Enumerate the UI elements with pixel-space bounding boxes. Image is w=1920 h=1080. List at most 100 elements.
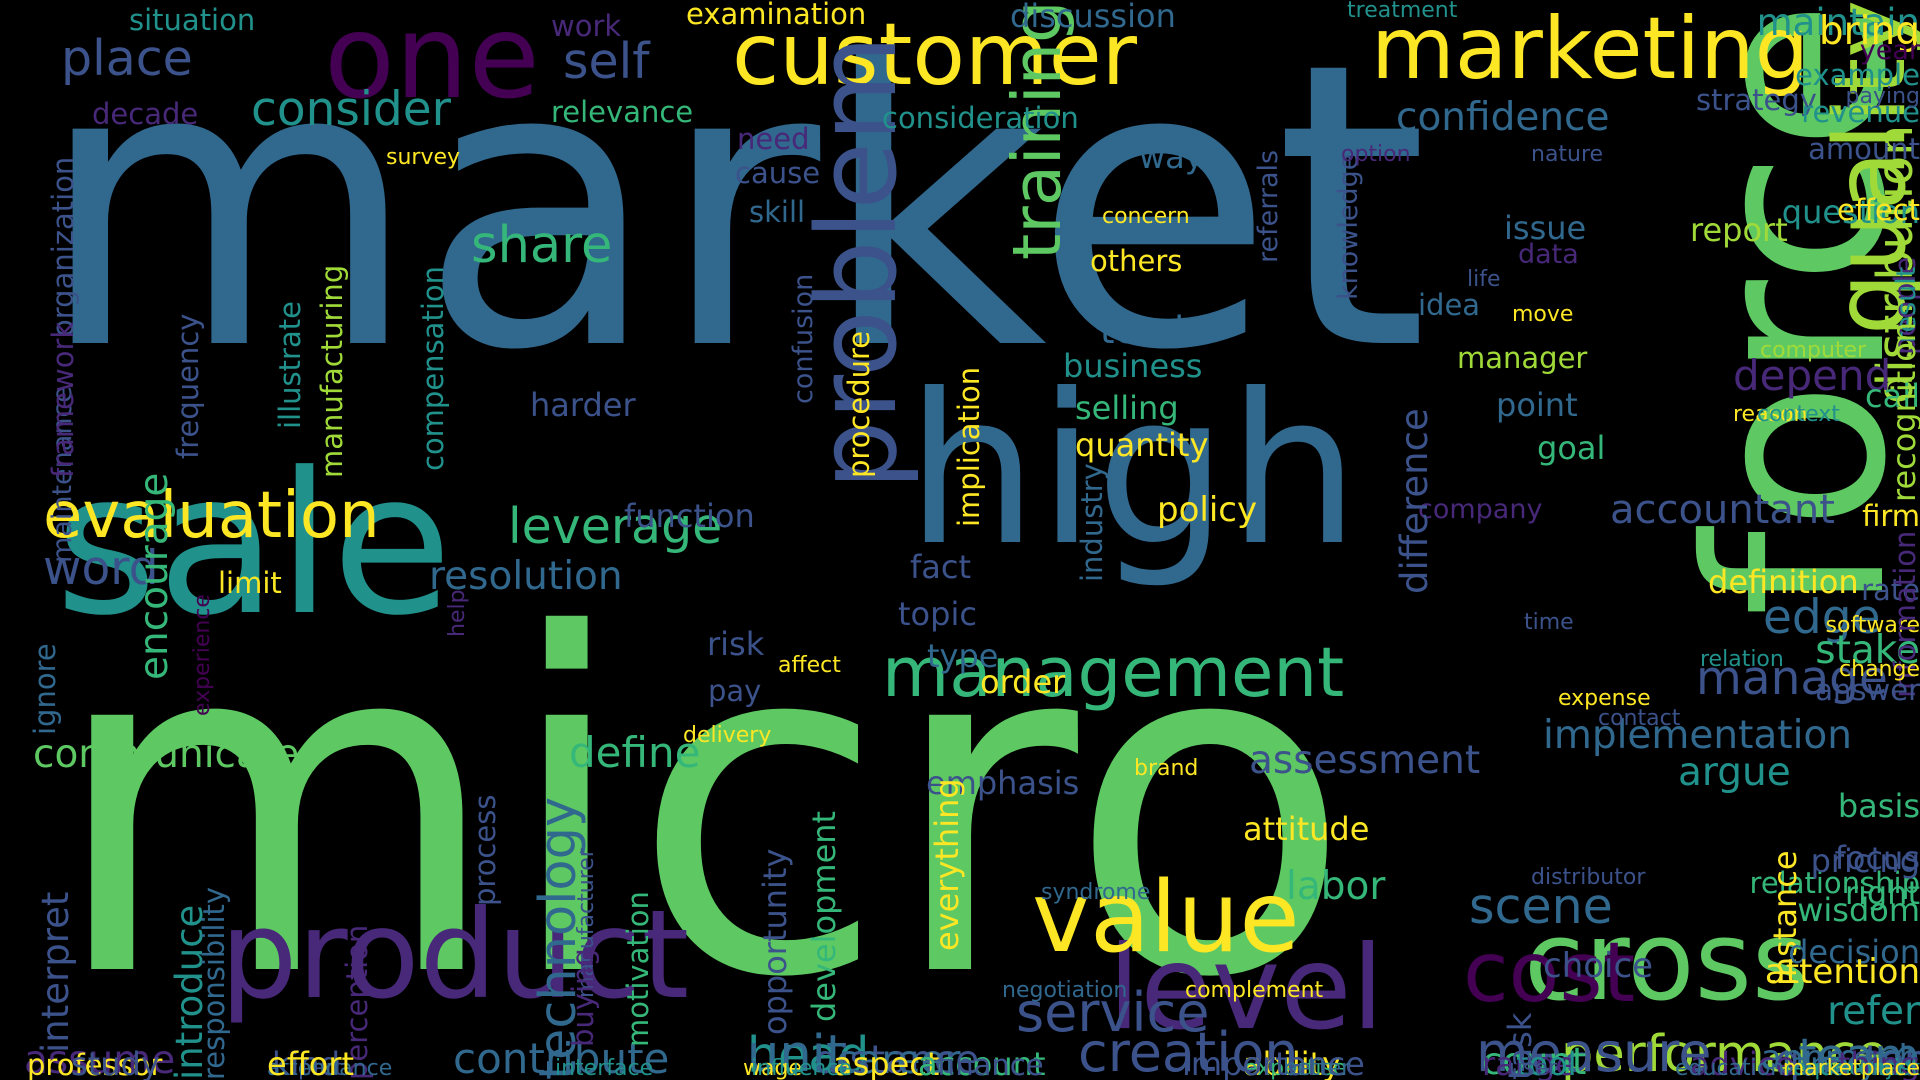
word-sale: sale — [55, 431, 453, 659]
word-interpret: interpret — [34, 891, 77, 1053]
word-expense: expense — [1558, 686, 1651, 711]
word-type: type — [927, 637, 999, 675]
word-difference: difference — [1393, 408, 1436, 594]
word-experience: experience — [190, 594, 215, 716]
word-bring: bring — [1818, 9, 1920, 54]
word-consider: consider — [251, 82, 452, 137]
word-issue: issue — [1504, 209, 1587, 247]
word-year: year — [1859, 35, 1920, 66]
word-software: software — [1825, 613, 1920, 638]
word-selling: selling — [1075, 389, 1179, 427]
word-team: team — [1798, 1029, 1920, 1080]
word-frequency: frequency — [171, 313, 205, 459]
word-finance: finance — [937, 1048, 1044, 1080]
word-stake: stake — [1815, 628, 1920, 673]
word-account: account — [918, 1045, 1046, 1080]
word-examination: examination — [686, 0, 867, 31]
word-ignore: ignore — [28, 643, 62, 735]
word-product: product — [220, 884, 690, 1026]
word-relation: relation — [1700, 647, 1784, 672]
word-nature: nature — [1531, 142, 1604, 167]
word-attitude: attitude — [1243, 810, 1370, 848]
word-ability: ability — [1243, 1045, 1342, 1080]
word-marketing: marketing — [1371, 0, 1810, 99]
word-influence: influence — [751, 1056, 852, 1080]
word-buying: buying — [566, 948, 600, 1047]
word-contact: contact — [1598, 706, 1681, 731]
word-depend: depend — [1733, 351, 1892, 400]
word-idea: idea — [1418, 288, 1481, 322]
word-life: life — [1467, 267, 1501, 292]
word-maintain: maintain — [1756, 1, 1920, 44]
word-labor: labor — [1286, 864, 1386, 909]
word-way: way — [1139, 138, 1204, 176]
word-business: business — [1063, 347, 1203, 385]
word-industry: industry — [1075, 463, 1109, 582]
word-argue: argue — [1678, 750, 1791, 795]
word-contribute: contribute — [453, 1034, 670, 1080]
word-affect: affect — [778, 653, 841, 678]
word-manager: manager — [1457, 341, 1588, 375]
word-policy: policy — [1157, 490, 1258, 530]
word-attendance: attendance — [267, 1056, 393, 1080]
word-fact: fact — [910, 548, 972, 586]
word-define: define — [569, 728, 701, 777]
word-effort: effort — [267, 1045, 355, 1080]
word-professor: professor — [27, 1048, 163, 1080]
word-choice: choice — [1543, 946, 1654, 986]
word-call: call — [1865, 377, 1920, 415]
word-amount: amount — [1808, 132, 1920, 166]
word-measure: measure — [1476, 1021, 1712, 1080]
word-knowledge: knowledge — [1333, 153, 1364, 300]
word-illustrate: illustrate — [273, 301, 307, 429]
word-definition: definition — [1708, 563, 1859, 601]
word-distributor: distributor — [1531, 865, 1646, 890]
word-relevance: relevance — [551, 95, 694, 129]
word-goal: goal — [1537, 429, 1606, 467]
word-tool: tool — [1516, 1045, 1577, 1080]
word-limit: limit — [218, 566, 282, 600]
word-change: change — [1839, 657, 1920, 682]
word-referrals: referrals — [1253, 149, 1284, 263]
word-reason: reason — [1733, 402, 1808, 427]
word-wisdom: wisdom — [1797, 891, 1920, 929]
word-revenue: revenue — [1801, 95, 1920, 129]
word-risk: risk — [707, 625, 765, 663]
word-computer: computer — [1760, 338, 1867, 363]
word-process: process — [468, 794, 502, 906]
word-framework: framework — [46, 321, 80, 478]
word-example: example — [1795, 58, 1920, 92]
word-edge: edge — [1763, 590, 1881, 645]
word-better: better — [1283, 1056, 1351, 1080]
word-evaluation: evaluation — [43, 479, 380, 553]
word-cross: cross — [1524, 897, 1810, 1025]
word-assessment: assessment — [1249, 738, 1481, 783]
word-customer: customer — [732, 5, 1137, 105]
word-encourage: encourage — [132, 472, 177, 680]
word-assume: assume — [24, 1038, 176, 1080]
word-motivation: motivation — [621, 891, 655, 1047]
word-word: word — [43, 541, 159, 596]
word-advice: advice — [1690, 1045, 1796, 1080]
word-opportunity: opportunity — [756, 848, 794, 1035]
word-user: user — [1509, 1056, 1557, 1080]
word-education: education — [1675, 1056, 1785, 1080]
word-recognition: recognition — [1885, 321, 1920, 502]
word-management: management — [882, 633, 1345, 713]
word-manage: manage — [1696, 651, 1888, 706]
word-strategy: strategy — [1696, 83, 1817, 117]
word-need: need — [737, 122, 810, 156]
word-organization: organization — [46, 156, 80, 337]
word-analysis: analysis — [1790, 1045, 1920, 1080]
word-micro: micro — [49, 537, 1353, 1079]
word-question: question — [1781, 193, 1920, 231]
word-everything: everything — [928, 778, 966, 951]
word-procedure: procedure — [842, 330, 876, 478]
word-context: context — [1757, 402, 1840, 427]
word-option: option — [1341, 142, 1411, 167]
word-job: job — [1886, 1056, 1920, 1080]
word-confusion: confusion — [788, 273, 819, 404]
word-consideration: consideration — [882, 101, 1079, 135]
word-unit: unit — [747, 1025, 846, 1080]
word-share: share — [471, 216, 613, 275]
